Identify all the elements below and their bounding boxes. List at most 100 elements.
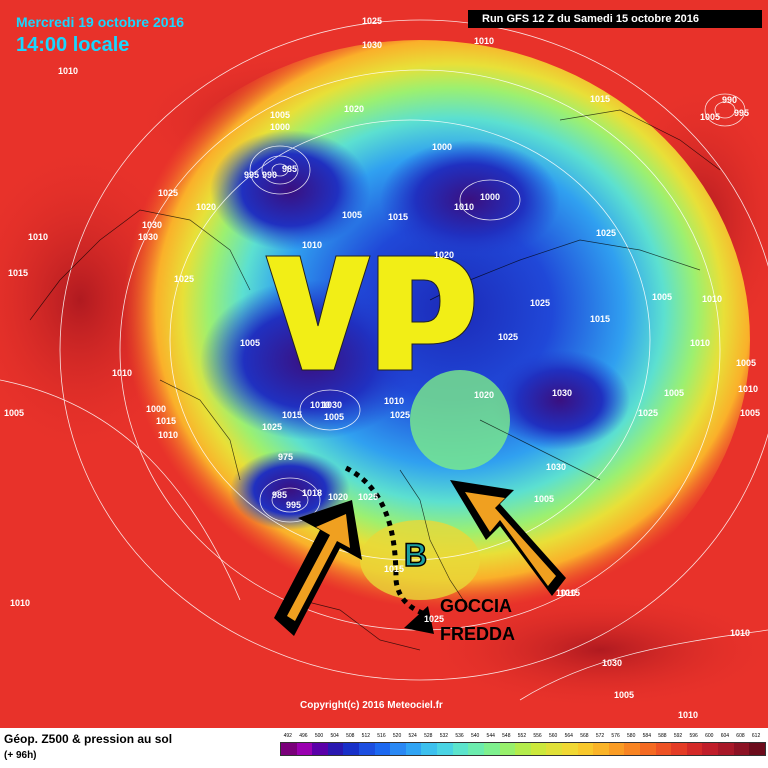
isobar-label: 1015 [590,94,610,104]
legend-title: Géop. Z500 & pression au sol [4,732,173,746]
isobar-label: 1010 [730,628,750,638]
isobar-label: 990 [262,170,277,180]
isobar-label: 1020 [196,202,216,212]
scale-label: 532 [439,733,449,739]
isobar-label: 1025 [158,188,178,198]
cold-drop-arrowhead [404,606,434,634]
isobar-label: 1015 [8,268,28,278]
scale-swatch [640,743,656,755]
isobar-label: 1030 [138,232,158,242]
scale-swatch [515,743,531,755]
scale-swatch [421,743,438,755]
scale-swatch [608,743,625,755]
isobar-label: 1010 [112,368,132,378]
scale-label: 560 [548,733,558,739]
cold-drop-label-line2: FREDDA [440,624,515,644]
isobar-label: 1005 [736,358,756,368]
scale-swatch [374,743,391,755]
scale-label: 552 [517,733,527,739]
scale-swatch [483,743,500,755]
scale-swatch [593,743,609,755]
isobar-label: 1010 [28,232,48,242]
scale-swatch [437,743,453,755]
isobar-label: 1030 [546,462,566,472]
isobar-label: 1010 [690,338,710,348]
isobar-label: 1015 [560,588,580,598]
isobar-label: 1015 [388,212,408,222]
isobar-label: 1030 [142,220,162,230]
isobar-label: 1005 [270,110,290,120]
scale-label: 572 [595,733,605,739]
scale-label: 508 [346,733,355,739]
scale-label: 492 [283,733,292,739]
isobar-label: 1030 [552,388,572,398]
scale-label: 512 [361,733,371,739]
vp-label [265,255,475,371]
isobar-label: 1000 [146,404,166,414]
scale-swatch [499,743,516,755]
scale-label: 524 [408,733,417,739]
scale-swatch [577,743,594,755]
scale-label: 544 [486,733,495,739]
isobar-label: 1015 [384,564,404,574]
isobar-label: 1010 [58,66,78,76]
isobar-label: 1018 [302,488,322,498]
isobar-label: 990 [722,95,737,105]
scale-swatch [312,743,328,755]
isobar-label: 1025 [174,274,194,284]
scale-swatch [343,743,360,755]
isobar-label: 1010 [158,430,178,440]
isobar-label: 1020 [328,492,348,502]
scale-swatch [405,743,422,755]
isobar-label: 1020 [434,250,454,260]
isobar-label: 1005 [664,388,684,398]
scale-label: 520 [392,733,402,739]
isobar-label: 1025 [358,492,378,502]
isobar-label: 1025 [424,614,444,624]
isobar-label: 985 [282,164,297,174]
isobar-label: 1015 [590,314,610,324]
scale-label: 592 [673,733,683,739]
model-run-label: Run GFS 12 Z du Samedi 15 octobre 2016 [468,10,762,28]
isobar-label: 1030 [322,400,342,410]
scale-swatch [561,743,578,755]
isobar-label: 1005 [740,408,760,418]
isobar-label: 1005 [240,338,260,348]
scale-swatch [718,743,734,755]
isobar-label: 1025 [638,408,658,418]
geopotential-map: 1025 1030 1010 1010 1015 990 995 1005 10… [0,16,768,720]
isobar-label: 1005 [652,292,672,302]
forecast-date: Mercredi 19 octobre 2016 [16,14,185,30]
scale-swatch [530,743,547,755]
scale-label: 604 [720,733,730,739]
isobar-label: 1005 [700,112,720,122]
isobar-label: 1010 [738,384,758,394]
cold-drop-label-line1: GOCCIA [440,596,512,616]
forecast-time: 14:00 locale [16,34,130,56]
arrow-east [450,480,566,596]
scale-swatch [655,743,672,755]
scale-label: 504 [330,733,339,739]
scale-swatch [702,743,719,755]
scale-label: 528 [424,733,433,739]
scale-swatch [281,743,297,755]
cold-drop-dotted-path [344,465,429,618]
isobar-label: 1005 [534,494,554,504]
scale-swatch [671,743,687,755]
isobar-label: 1010 [474,36,494,46]
isobar-label: 1015 [282,410,302,420]
scale-label: 576 [611,733,620,739]
scale-swatch [733,743,750,755]
isobar-label: 1005 [4,408,24,418]
scale-swatch [624,743,641,755]
scale-label: 608 [736,733,745,739]
scale-label: 496 [299,733,308,739]
scale-label: 584 [642,733,651,739]
scale-swatch [296,743,313,755]
color-scale-labels: 492 496 500 504 508 512 516 520 524 528 532 536 540 5… [280,733,764,739]
isobar-label: 1025 [262,422,282,432]
color-scale-bar [280,742,766,756]
isobar-label: 1020 [474,390,494,400]
scale-swatch [686,743,703,755]
isobar-label: 1010 [556,588,576,598]
